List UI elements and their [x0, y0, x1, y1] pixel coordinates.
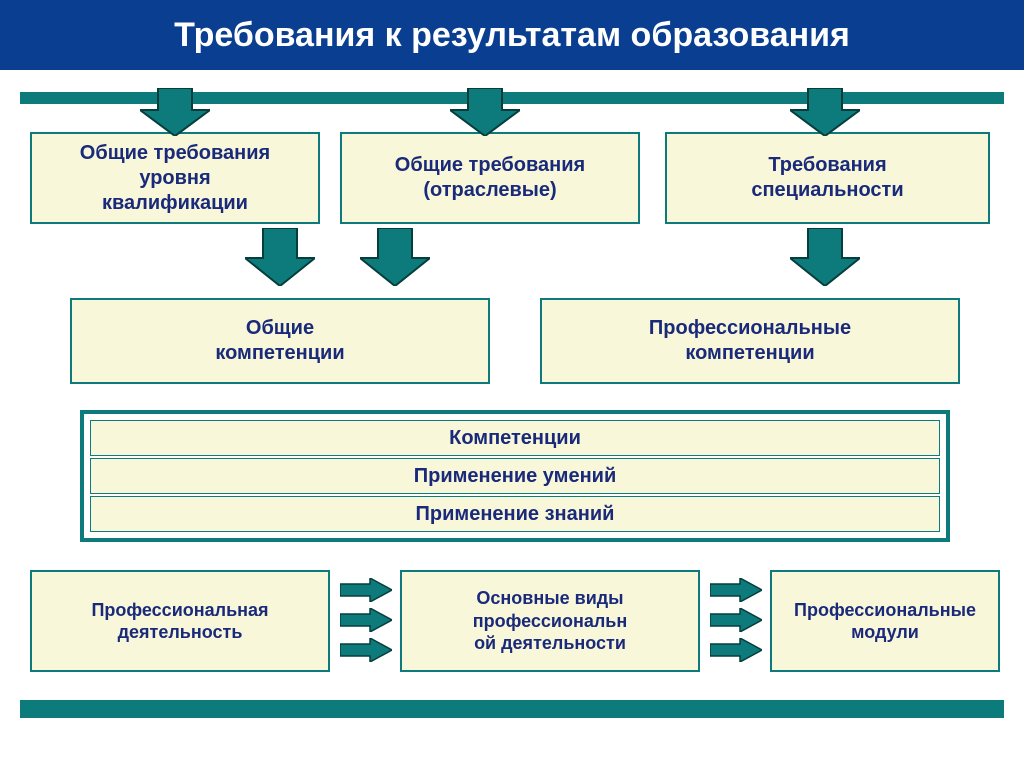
- slide-title: Требования к результатам образования: [0, 0, 1024, 70]
- row2-box-1: Профессиональныекомпетенции: [540, 298, 960, 384]
- arrow-top-0: [140, 88, 210, 136]
- arrow-right-set-0: [340, 578, 392, 668]
- stack-row-0: Компетенции: [90, 420, 940, 456]
- row3-box-2: Профессиональныемодули: [770, 570, 1000, 672]
- slide-title-text: Требования к результатам образования: [174, 16, 850, 55]
- stack-row-2: Применение знаний: [90, 496, 940, 532]
- arrow-right-set-1: [710, 578, 762, 668]
- row1-box-1: Общие требования(отраслевые): [340, 132, 640, 224]
- row3-box-0: Профессиональнаядеятельность: [30, 570, 330, 672]
- row1-box-0: Общие требованияуровняквалификации: [30, 132, 320, 224]
- arrow-top-1: [450, 88, 520, 136]
- row2-box-0: Общиекомпетенции: [70, 298, 490, 384]
- competence-stack: КомпетенцииПрименение уменийПрименение з…: [80, 410, 950, 542]
- bottom-bar: [20, 700, 1004, 718]
- arrow-mid-0: [245, 228, 315, 286]
- row3-box-1: Основные видыпрофессиональной деятельнос…: [400, 570, 700, 672]
- row1-box-2: Требованияспециальности: [665, 132, 990, 224]
- arrow-top-2: [790, 88, 860, 136]
- arrow-mid-2: [790, 228, 860, 286]
- arrow-mid-1: [360, 228, 430, 286]
- stack-row-1: Применение умений: [90, 458, 940, 494]
